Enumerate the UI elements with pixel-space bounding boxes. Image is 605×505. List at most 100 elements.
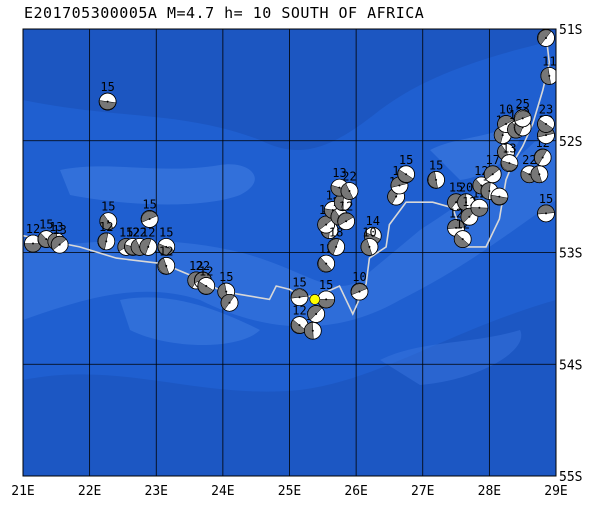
beachball-center <box>528 173 531 176</box>
depth-label: 15 <box>539 192 553 206</box>
depth-label: 22 <box>342 170 356 184</box>
beachball-center <box>435 178 438 181</box>
beachball-center <box>358 290 361 293</box>
depth-label: 15 <box>159 225 173 239</box>
beachball-rim <box>220 293 239 312</box>
focal-mechanism-beachball: 11 <box>540 54 556 85</box>
beachball-center <box>228 301 231 304</box>
epicenter-marker <box>309 294 321 305</box>
focal-mechanism-beachball: 12 <box>157 244 176 275</box>
beachball-center <box>348 190 351 193</box>
beachball-center <box>345 220 348 223</box>
beachball-rim <box>397 165 415 184</box>
beachball-rim <box>483 165 502 184</box>
beachball-rim <box>327 238 345 256</box>
graticule <box>23 29 556 476</box>
beachball-center <box>315 312 318 315</box>
beachball-rim <box>537 115 555 133</box>
focal-mechanism-beachball: 13 <box>50 223 69 254</box>
longitude-tick-label: 25E <box>278 484 301 499</box>
focal-mechanism-beachball: 18 <box>327 225 345 256</box>
beachball-rim <box>139 238 158 256</box>
beachball-rim <box>350 282 369 301</box>
beachball-center <box>521 117 524 120</box>
depth-label: 22 <box>522 153 536 167</box>
depth-label: 15 <box>449 181 463 195</box>
beachball-center <box>298 324 301 327</box>
focal-mechanism-beachball: 12 <box>290 304 309 334</box>
depth-label: 13 <box>52 223 66 237</box>
beachball-center <box>398 184 401 187</box>
beachball-center <box>325 298 328 301</box>
depth-label: 11 <box>542 54 556 68</box>
beachball-center <box>480 184 483 187</box>
beachball-center <box>478 206 481 209</box>
longitude-tick-label: 24E <box>211 484 234 499</box>
beachball-rim <box>537 204 555 223</box>
focal-mechanism-beachball: 15 <box>537 192 555 223</box>
beachball-center <box>505 122 508 125</box>
beachball-rim <box>307 305 325 323</box>
focal-mechanism-beachball: 13 <box>500 142 519 172</box>
beachball-center <box>505 150 508 153</box>
beachball-rim <box>533 148 552 167</box>
beachball-center <box>58 243 61 246</box>
beachball-rim <box>99 212 118 231</box>
depth-label: 13 <box>332 166 346 180</box>
focal-mechanism-beachball <box>220 293 239 312</box>
focal-mechanism-beachball: 15 <box>290 276 309 307</box>
depth-label: 22 <box>196 259 210 273</box>
focal-mechanism-beachball: 15 <box>99 200 118 231</box>
focal-mechanism-beachball: 15 <box>427 158 445 189</box>
longitude-tick-label: 29E <box>544 484 567 499</box>
depth-label: 12 <box>26 222 40 236</box>
beachball-center <box>165 245 168 248</box>
beachball-center <box>298 296 301 299</box>
beachball-center <box>545 212 548 215</box>
beachball-center <box>311 329 314 332</box>
depth-label: 14 <box>366 214 380 228</box>
depth-label: 22 <box>132 225 146 239</box>
focal-mechanism-beachball <box>490 187 509 206</box>
depth-label: 18 <box>329 225 343 239</box>
focal-mechanism-beachball: 20 <box>457 181 475 212</box>
beachball-center <box>338 186 341 189</box>
beachball-center <box>491 173 494 176</box>
beachball-center <box>465 201 468 204</box>
beachball-center <box>468 215 471 218</box>
beachball-center <box>165 264 168 267</box>
beachball-rim <box>490 187 509 206</box>
latitude-tick-label: 55S <box>559 470 582 485</box>
beachball-rim <box>317 215 335 234</box>
depth-label: 12 <box>292 304 306 318</box>
beachball-rim <box>197 277 216 295</box>
latitude-tick-label: 54S <box>559 358 582 373</box>
focal-mechanism-beachball: 15 <box>317 278 335 309</box>
beachball-rim <box>157 257 176 275</box>
longitude-labels: 21E 22E 23E 24E 25E 26E 27E 28E 29E <box>11 484 567 499</box>
beachball-center <box>105 240 108 243</box>
depth-label: 13 <box>49 220 63 234</box>
longitude-tick-label: 26E <box>344 484 367 499</box>
beachball-rim <box>303 321 322 340</box>
beachball-rim <box>317 254 335 273</box>
beachball-center <box>488 190 491 193</box>
beachball-rim <box>540 67 556 85</box>
beachball-rim <box>513 109 532 128</box>
bathymetry-shade <box>380 330 522 385</box>
focal-mechanism-beachball: 22 <box>340 170 359 200</box>
focal-mechanism-beachball: 15 <box>397 153 415 184</box>
depth-label: 17 <box>485 153 499 167</box>
depth-label: 15 <box>101 200 115 214</box>
depth-label: 10 <box>499 102 513 116</box>
focal-mechanism-beachball: 12 <box>337 200 355 231</box>
longitude-tick-label: 21E <box>11 484 34 499</box>
beachball-rim <box>157 238 176 256</box>
depth-label: 15 <box>39 218 53 232</box>
longitude-tick-label: 22E <box>78 484 101 499</box>
beachball-center <box>508 162 511 165</box>
map-frame <box>22 28 557 477</box>
longitude-tick-label: 28E <box>478 484 501 499</box>
